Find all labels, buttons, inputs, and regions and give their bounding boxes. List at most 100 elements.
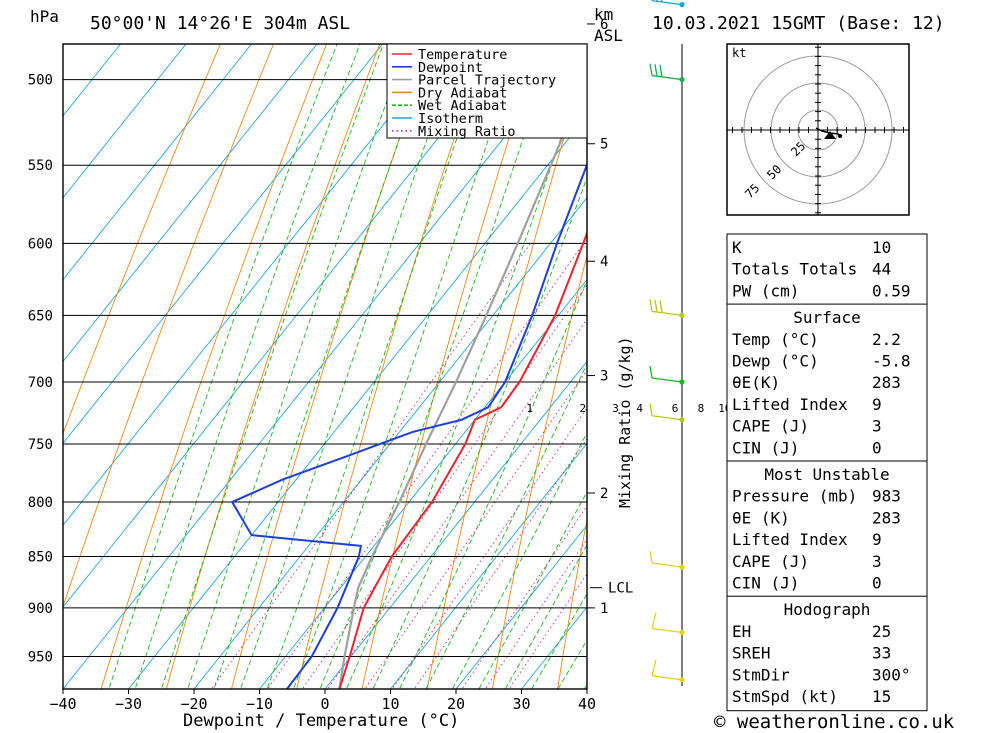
pressure-unit-label: hPa [30,7,59,26]
unstable_box-row-label: θE (K) [732,508,790,527]
surface_box-row-label: CAPE (J) [732,417,809,436]
hodo_box-row-value: 25 [872,622,891,641]
pressure-tick-label: 500 [28,73,53,89]
indices_box-row-label: K [732,238,742,257]
surface_box-row-value: 3 [872,417,882,436]
surface_box-row-label: θE(K) [732,373,780,392]
surface_box-title: Surface [793,308,860,327]
dry-adiabat-line [100,44,328,689]
pressure-tick-label: 550 [28,158,53,174]
pressure-tick-label: 850 [28,550,53,566]
isotherm-line [258,278,587,689]
isotherm-line [63,44,580,689]
unstable_box-title: Most Unstable [764,465,889,484]
legend-label: Isotherm [418,111,483,127]
temperature-tick-label: 0 [320,695,329,713]
temperature-tick-label: −40 [49,695,76,713]
mixing-ratio-label: 1 [526,402,533,415]
km-unit-label: km [594,5,613,24]
wind-barb-staff [651,415,683,421]
surface_box-row-label: Dewp (°C) [732,352,819,371]
temperature-tick-label: 40 [578,695,596,713]
wet-adiabat-line [319,44,556,689]
wind-barb [649,63,685,83]
unstable_box-row-label: CAPE (J) [732,552,809,571]
mixing-ratio-line [413,437,587,689]
hodo_box-row-value: 300° [872,665,911,684]
indices_box-row-value: 44 [872,260,891,279]
wet-adiabat-line [372,176,587,689]
wind-barb-dot [679,564,685,570]
isotherm-line [455,524,587,689]
wind-barb-dot [679,312,685,318]
pressure-tick-label: 950 [28,650,53,666]
location-title: 50°00'N 14°26'E 304m ASL [90,13,350,34]
wind-barb [651,0,685,8]
legend-label: Mixing Ratio [418,124,516,140]
wind-barbs [649,0,685,683]
wind-barb-dot [679,379,685,385]
surface_box-row-value: -5.8 [872,352,911,371]
unstable_box-row-label: CIN (J) [732,574,799,593]
mixing-ratio-label: 3 [612,402,619,415]
wind-barb-staff [651,0,683,6]
pressure-tick-label: 750 [28,437,53,453]
temperature-tick-label: −30 [115,695,142,713]
isotherm-line [63,44,515,608]
legend-label: Dewpoint [418,60,483,76]
wind-barb-feather [654,64,658,77]
wind-barb [651,659,685,683]
unstable_box-row-value: 983 [872,487,901,506]
pressure-grid [63,79,587,657]
isotherm-line [193,196,587,689]
legend-box [386,43,588,139]
dewpoint-profile [230,161,587,689]
unstable_box-box [726,460,928,598]
dry-adiabat-line [426,59,587,689]
hodograph-point [838,134,842,138]
dry-adiabat-line [557,517,587,689]
copyright-credit: © weatheronline.co.uk [714,711,955,733]
pressure-tick-label: 700 [28,375,53,391]
indices_box-row-value: 10 [872,238,891,257]
mixing-ratio-line [301,284,587,689]
profiles [230,75,587,689]
wind-barb-dot [679,677,685,683]
dry-adiabat-line [63,44,221,435]
wind-barb-feather [649,403,653,416]
unstable_box-row-value: 3 [872,552,882,571]
wind-barb-staff [651,74,683,81]
wind-barb-feather [659,300,663,313]
temperature-tick-label: −10 [246,695,273,713]
legend-label: Parcel Trajectory [418,73,556,89]
wind-barb-feather [649,299,653,312]
temperature-tick-label: 20 [447,695,465,713]
height-tick-label: 1 [600,601,608,617]
height-tick-label: 6 [600,17,608,33]
temperature-profile [338,230,587,689]
wind-barb-dot [679,76,685,83]
hodo_box-row-label: StmDir [732,665,790,684]
wind-barb-staff [651,675,683,681]
asl-unit-label: ASL [594,26,623,45]
isotherm-line [127,115,587,689]
temperature-axis-ticks: −40 −30 −20 −10 0 10 20 30 40 [49,689,596,713]
unstable_box-row-label: Pressure (mb) [732,487,857,506]
wind-barb [649,550,685,570]
pressure-tick-label: 600 [28,236,53,252]
wind-barb [649,365,685,385]
legend-label: Temperature [418,47,507,63]
mixing-ratio-line [211,243,531,689]
wind-barb-feather [651,612,657,629]
isotherm-line [63,44,449,526]
wind-barb-staff [651,562,683,568]
wind-barb-dot [679,417,685,423]
wind-barb [649,299,685,318]
hodo_box-row-label: SREH [732,644,771,663]
wind-barb-feather [649,365,653,379]
isotherm-line [63,44,318,363]
wind-barb-feather [651,659,657,676]
surface_box-row-value: 2.2 [872,330,901,349]
